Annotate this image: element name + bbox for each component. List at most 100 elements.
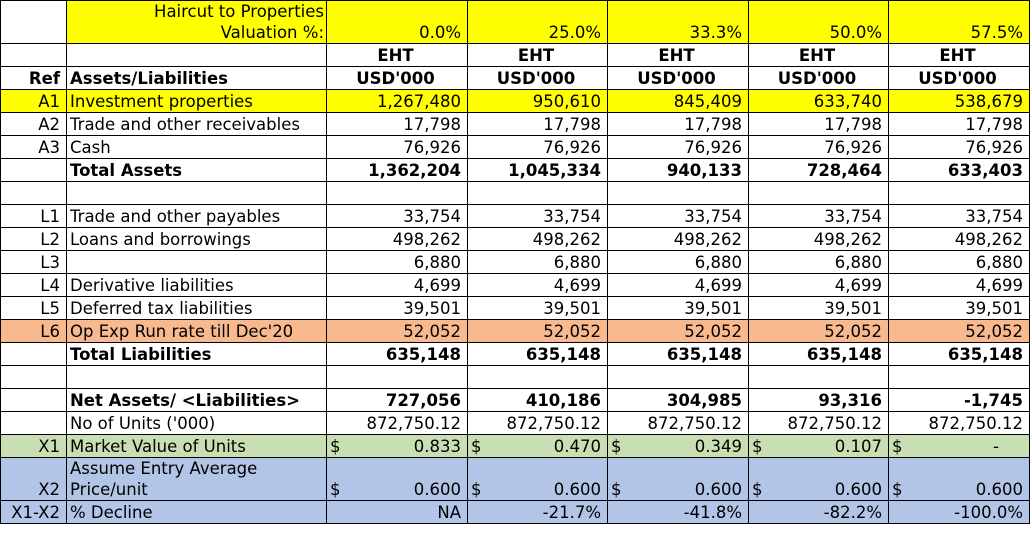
value-cell[interactable]: 17,798 bbox=[467, 112, 608, 136]
desc-cell[interactable]: No of Units ('000) bbox=[66, 411, 327, 435]
desc-cell[interactable]: Total Assets bbox=[66, 158, 327, 182]
value-cell[interactable]: 304,985 bbox=[607, 388, 749, 412]
value-cell[interactable]: $ - bbox=[888, 434, 1030, 458]
desc-cell[interactable]: Derivative liabilities bbox=[66, 273, 327, 297]
desc-cell[interactable]: Market Value of Units bbox=[66, 434, 327, 458]
ref-cell[interactable]: X1-X2 bbox=[0, 500, 67, 524]
value-cell[interactable]: 52,052 bbox=[888, 319, 1030, 343]
value-cell[interactable]: 39,501 bbox=[607, 296, 749, 320]
value-cell[interactable]: 872,750.12 bbox=[326, 411, 468, 435]
haircut-4[interactable]: 57.5% bbox=[888, 0, 1030, 44]
value-cell[interactable]: 1,267,480 bbox=[326, 89, 468, 113]
value-cell[interactable]: 633,403 bbox=[888, 158, 1030, 182]
desc-cell[interactable]: Loans and borrowings bbox=[66, 227, 327, 251]
value-cell[interactable]: 76,926 bbox=[607, 135, 749, 159]
ref-cell[interactable]: L4 bbox=[0, 273, 67, 297]
value-cell[interactable]: 1,362,204 bbox=[326, 158, 468, 182]
value-cell[interactable]: 33,754 bbox=[748, 204, 889, 228]
ref-cell[interactable]: L5 bbox=[0, 296, 67, 320]
desc-cell[interactable]: Trade and other receivables bbox=[66, 112, 327, 136]
value-cell[interactable]: 498,262 bbox=[607, 227, 749, 251]
value-cell[interactable]: 17,798 bbox=[607, 112, 749, 136]
value-cell[interactable]: 498,262 bbox=[467, 227, 608, 251]
ref-cell[interactable]: A3 bbox=[0, 135, 67, 159]
entity-header[interactable]: EHT bbox=[467, 43, 608, 67]
value-cell[interactable]: $0.600 bbox=[748, 457, 889, 501]
value-cell[interactable]: 4,699 bbox=[888, 273, 1030, 297]
value-cell[interactable]: 872,750.12 bbox=[748, 411, 889, 435]
value-cell[interactable]: 6,880 bbox=[467, 250, 608, 274]
value-cell[interactable]: 4,699 bbox=[748, 273, 889, 297]
unit-header[interactable]: USD'000 bbox=[467, 66, 608, 90]
unit-header[interactable]: USD'000 bbox=[326, 66, 468, 90]
entity-header[interactable]: EHT bbox=[607, 43, 749, 67]
ref-cell[interactable]: L2 bbox=[0, 227, 67, 251]
value-cell[interactable]: 39,501 bbox=[326, 296, 468, 320]
value-cell[interactable]: 39,501 bbox=[888, 296, 1030, 320]
value-cell[interactable]: -100.0% bbox=[888, 500, 1030, 524]
value-cell[interactable]: 76,926 bbox=[326, 135, 468, 159]
haircut-1[interactable]: 25.0% bbox=[467, 0, 608, 44]
value-cell[interactable]: $0.107 bbox=[748, 434, 889, 458]
value-cell[interactable]: 498,262 bbox=[326, 227, 468, 251]
ref-cell[interactable]: A2 bbox=[0, 112, 67, 136]
ref-cell[interactable]: L3 bbox=[0, 250, 67, 274]
desc-cell[interactable]: Trade and other payables bbox=[66, 204, 327, 228]
value-cell[interactable]: 52,052 bbox=[467, 319, 608, 343]
unit-header[interactable]: USD'000 bbox=[607, 66, 749, 90]
value-cell[interactable]: 635,148 bbox=[467, 342, 608, 366]
value-cell[interactable]: 635,148 bbox=[748, 342, 889, 366]
desc-cell[interactable] bbox=[66, 250, 327, 274]
ref-cell[interactable]: X1 bbox=[0, 434, 67, 458]
value-cell[interactable]: 39,501 bbox=[748, 296, 889, 320]
value-cell[interactable]: 6,880 bbox=[326, 250, 468, 274]
value-cell[interactable]: 52,052 bbox=[748, 319, 889, 343]
value-cell[interactable]: 33,754 bbox=[326, 204, 468, 228]
value-cell[interactable]: $0.600 bbox=[467, 457, 608, 501]
value-cell[interactable]: $0.833 bbox=[326, 434, 468, 458]
value-cell[interactable]: 635,148 bbox=[326, 342, 468, 366]
ref-header[interactable]: Ref bbox=[0, 66, 67, 90]
value-cell[interactable]: 633,740 bbox=[748, 89, 889, 113]
entity-header[interactable]: EHT bbox=[888, 43, 1030, 67]
value-cell[interactable]: 33,754 bbox=[607, 204, 749, 228]
ref-cell[interactable]: L6 bbox=[0, 319, 67, 343]
haircut-2[interactable]: 33.3% bbox=[607, 0, 749, 44]
value-cell[interactable]: 872,750.12 bbox=[467, 411, 608, 435]
value-cell[interactable]: 93,316 bbox=[748, 388, 889, 412]
desc-cell[interactable]: Total Liabilities bbox=[66, 342, 327, 366]
value-cell[interactable]: 410,186 bbox=[467, 388, 608, 412]
value-cell[interactable]: 52,052 bbox=[326, 319, 468, 343]
desc-cell[interactable]: Deferred tax liabilities bbox=[66, 296, 327, 320]
desc-cell[interactable]: % Decline bbox=[66, 500, 327, 524]
value-cell[interactable]: 635,148 bbox=[888, 342, 1030, 366]
value-cell[interactable]: 498,262 bbox=[888, 227, 1030, 251]
desc-cell[interactable]: Cash bbox=[66, 135, 327, 159]
value-cell[interactable]: 17,798 bbox=[326, 112, 468, 136]
value-cell[interactable]: $0.470 bbox=[467, 434, 608, 458]
desc-cell[interactable]: Op Exp Run rate till Dec'20 bbox=[66, 319, 327, 343]
value-cell[interactable]: 4,699 bbox=[326, 273, 468, 297]
unit-header[interactable]: USD'000 bbox=[748, 66, 889, 90]
value-cell[interactable]: 635,148 bbox=[607, 342, 749, 366]
desc-header[interactable]: Assets/Liabilities bbox=[66, 66, 327, 90]
desc-cell[interactable]: Assume Entry Average Price/unit bbox=[66, 457, 327, 501]
value-cell[interactable]: NA bbox=[326, 500, 468, 524]
value-cell[interactable]: 940,133 bbox=[607, 158, 749, 182]
value-cell[interactable]: 538,679 bbox=[888, 89, 1030, 113]
value-cell-negative[interactable]: -1,745 bbox=[888, 388, 1030, 412]
value-cell[interactable]: 52,052 bbox=[607, 319, 749, 343]
value-cell[interactable]: 872,750.12 bbox=[607, 411, 749, 435]
value-cell[interactable]: 39,501 bbox=[467, 296, 608, 320]
value-cell[interactable]: 76,926 bbox=[467, 135, 608, 159]
value-cell[interactable]: $0.600 bbox=[326, 457, 468, 501]
value-cell[interactable]: 33,754 bbox=[467, 204, 608, 228]
value-cell[interactable]: 6,880 bbox=[748, 250, 889, 274]
value-cell[interactable]: 872,750.12 bbox=[888, 411, 1030, 435]
entity-header[interactable]: EHT bbox=[748, 43, 889, 67]
entity-header[interactable]: EHT bbox=[326, 43, 468, 67]
haircut-label-cell[interactable]: Haircut to Properties Valuation %: bbox=[66, 0, 327, 44]
value-cell[interactable]: 6,880 bbox=[607, 250, 749, 274]
value-cell[interactable]: $0.349 bbox=[607, 434, 749, 458]
value-cell[interactable]: 17,798 bbox=[888, 112, 1030, 136]
